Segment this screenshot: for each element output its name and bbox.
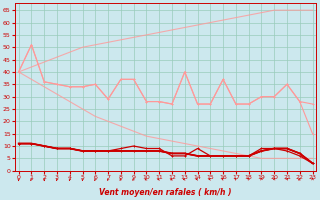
X-axis label: Vent moyen/en rafales ( km/h ): Vent moyen/en rafales ( km/h ) [99,188,232,197]
